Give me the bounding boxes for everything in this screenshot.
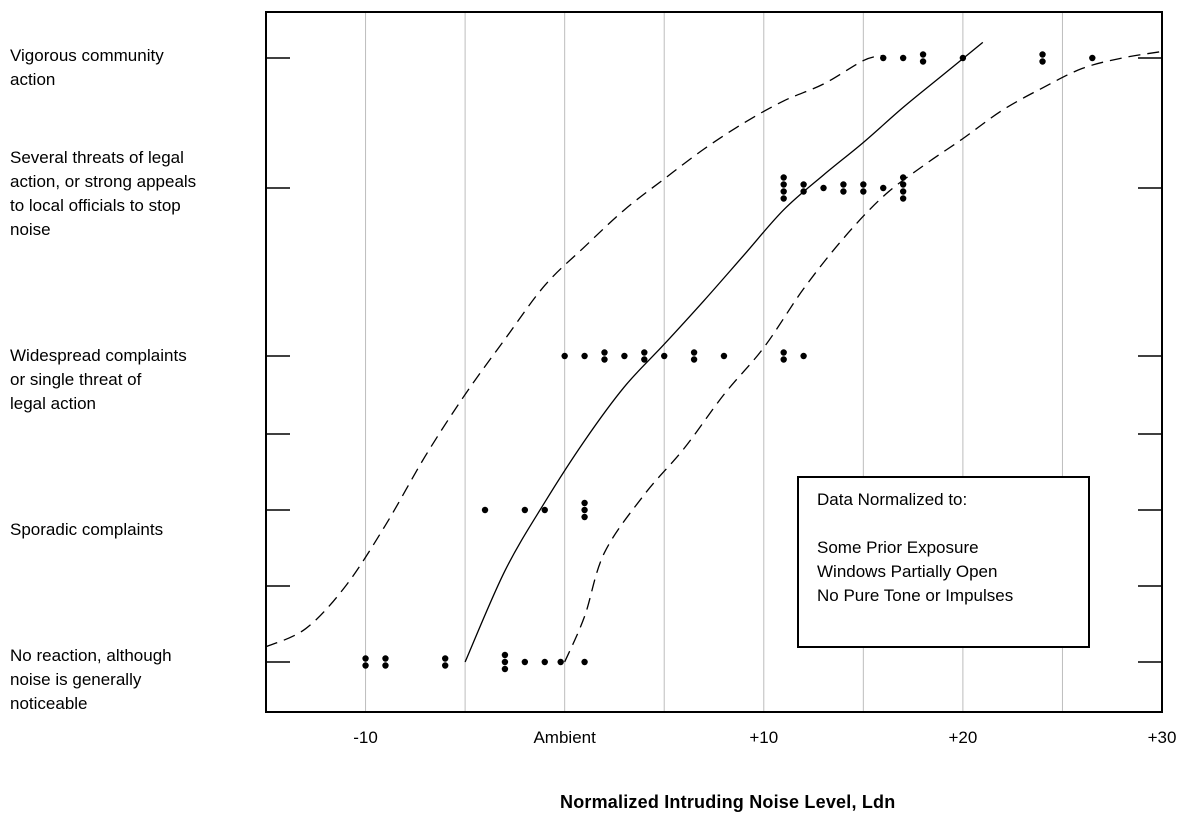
data-point: [800, 188, 807, 195]
axis-ticks: [266, 57, 1162, 663]
data-point: [501, 651, 509, 659]
x-axis-title: Normalized Intruding Noise Level, Ldn: [560, 792, 896, 812]
data-point: [581, 513, 588, 521]
data-point: [820, 184, 827, 192]
data-point: [919, 51, 927, 58]
bound-curve: [564, 50, 1163, 663]
data-point: [1039, 58, 1046, 65]
legend-line: Windows Partially Open: [817, 562, 998, 581]
data-point: [541, 506, 548, 514]
y-category-label: Vigorous community action: [10, 46, 164, 89]
y-category-label: Widespread complaints or single threat o…: [10, 346, 187, 413]
x-tick-label: Ambient: [533, 728, 596, 747]
trend-curves: [265, 41, 1163, 663]
data-point: [880, 54, 887, 62]
legend-line: [817, 512, 1070, 536]
data-point: [541, 658, 548, 666]
central-curve: [464, 41, 984, 663]
data-point: [780, 349, 787, 356]
data-point: [780, 356, 787, 363]
data-point: [382, 655, 389, 662]
data-point: [521, 658, 529, 666]
data-point: [442, 655, 449, 662]
data-point: [501, 665, 509, 673]
plot-frame: [265, 11, 1163, 713]
data-point: [1089, 54, 1096, 62]
data-point: [601, 349, 608, 356]
data-point: [780, 195, 787, 202]
data-point: [899, 54, 907, 62]
data-point: [382, 662, 389, 669]
data-point: [860, 188, 867, 195]
data-point: [780, 181, 787, 188]
data-point: [581, 658, 588, 666]
data-point: [581, 506, 588, 514]
data-point: [557, 658, 564, 666]
data-point: [840, 188, 847, 195]
x-tick-label: +20: [948, 728, 977, 747]
data-point: [641, 349, 648, 356]
data-point: [621, 352, 628, 360]
data-point: [581, 352, 588, 360]
bound-curve: [265, 54, 884, 648]
legend-line: Some Prior Exposure: [817, 538, 979, 557]
data-point: [899, 188, 907, 195]
data-point: [800, 352, 807, 360]
data-point: [690, 349, 698, 356]
data-point: [860, 181, 867, 188]
y-category-label: Several threats of legal action, or stro…: [10, 148, 197, 239]
data-point: [780, 188, 787, 195]
x-tick-labels: -10 Ambient +10 +20 +30: [353, 728, 1176, 747]
data-point: [661, 352, 668, 360]
data-points: [362, 51, 1096, 673]
data-point: [521, 506, 529, 514]
data-point: [899, 174, 907, 181]
data-point: [959, 54, 967, 62]
y-category-label: No reaction, although noise is generally…: [10, 646, 172, 713]
data-point: [720, 352, 728, 360]
legend-box: Data Normalized to: Some Prior Exposure …: [797, 476, 1090, 648]
data-point: [800, 181, 807, 188]
data-point: [1039, 51, 1046, 58]
data-point: [601, 356, 608, 363]
data-point: [919, 58, 927, 65]
grid-lines: [365, 12, 1063, 712]
data-point: [581, 499, 588, 507]
x-tick-label: +30: [1148, 728, 1177, 747]
x-tick-label: +10: [749, 728, 778, 747]
data-point: [442, 662, 449, 669]
data-point: [641, 356, 648, 363]
data-point: [481, 506, 489, 514]
data-point: [780, 174, 787, 181]
x-tick-label: -10: [353, 728, 378, 747]
legend-line: No Pure Tone or Impulses: [817, 586, 1014, 605]
data-point: [561, 352, 568, 360]
data-point: [840, 181, 847, 188]
data-point: [880, 184, 887, 192]
y-category-label: Sporadic complaints: [10, 520, 164, 539]
data-point: [899, 195, 907, 202]
legend-line: Data Normalized to:: [817, 490, 968, 509]
data-point: [690, 356, 698, 363]
data-point: [362, 662, 369, 669]
data-point: [362, 655, 369, 662]
data-point: [501, 658, 509, 666]
data-point: [899, 181, 907, 188]
